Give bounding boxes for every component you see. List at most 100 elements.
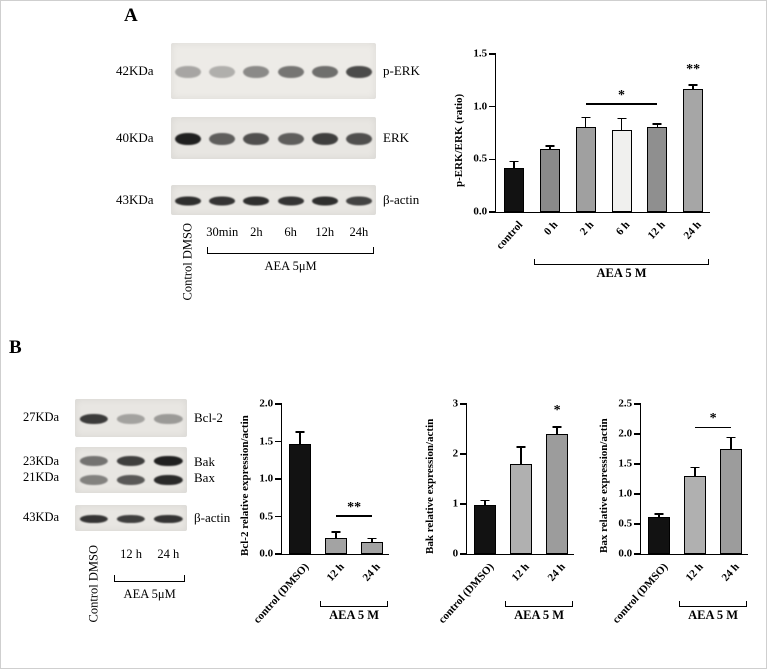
y-tick-label: 1.0 bbox=[618, 487, 633, 500]
x-tick-label: 2 h bbox=[578, 219, 597, 238]
chart-bax-expression: Bax relative expression/actin 0.0 0.5 1.0 1.… bbox=[598, 391, 749, 626]
chart-bcl2-expression: Bcl-2 relative expression/actin 0.0 0.5 1.0… bbox=[239, 391, 390, 626]
x-tick-label: 24 h bbox=[360, 561, 384, 584]
bar bbox=[474, 505, 497, 554]
y-tick-label: 1 bbox=[452, 497, 459, 510]
plot-area: 0.0 0.5 1.0 1.5 2.0 2.5 control (DMSO) 12 h 24 h… bbox=[610, 398, 749, 626]
blot-band bbox=[243, 196, 270, 206]
error-bar-cap bbox=[480, 499, 490, 501]
x-axis-label: AEA 5 M bbox=[329, 608, 380, 622]
significance-label: ** bbox=[686, 62, 701, 78]
x-tick-label: control (DMSO) bbox=[250, 561, 312, 626]
y-tick bbox=[460, 503, 468, 505]
western-blot-image bbox=[75, 505, 187, 531]
x-tick-label: 24 h bbox=[719, 561, 743, 584]
error-bar-cap bbox=[617, 117, 626, 120]
plot-wrap: 0.0 0.5 1.0 1.5 2.0 control (DMSO) 12 h 24 h ** A… bbox=[251, 398, 390, 626]
western-blot-image bbox=[171, 43, 376, 99]
y-tick-label: 1.5 bbox=[618, 457, 633, 470]
treatment-bracket bbox=[114, 575, 185, 582]
x-tick-label: control (DMSO) bbox=[435, 561, 497, 626]
y-axis-label: Bax relative expression/actin bbox=[598, 418, 610, 554]
lane-time-label: 12 h bbox=[120, 547, 142, 561]
blot-band bbox=[154, 475, 183, 486]
molecular-weight-label: 40KDa bbox=[116, 129, 154, 145]
blot-band bbox=[277, 196, 304, 206]
y-tick bbox=[489, 211, 497, 213]
x-tick-label: 24 h bbox=[545, 561, 569, 584]
blot-row: 42KDa p-ERK bbox=[116, 43, 451, 99]
bar bbox=[575, 126, 596, 212]
control-lane-label: Control DMSO bbox=[180, 223, 195, 301]
y-tick bbox=[460, 453, 468, 455]
blot-band bbox=[311, 132, 338, 145]
protein-label: ERK bbox=[383, 129, 409, 145]
blot-band bbox=[116, 455, 146, 466]
group-bracket bbox=[533, 259, 710, 265]
y-tick bbox=[634, 463, 642, 465]
x-tick-label: 12 h bbox=[646, 219, 669, 242]
control-lane-label: Control DMSO bbox=[86, 545, 101, 623]
blot-band bbox=[209, 132, 236, 145]
error-bar-cap bbox=[552, 426, 562, 428]
bar bbox=[720, 449, 743, 554]
group-bracket bbox=[319, 601, 389, 607]
panel-b-lane-labels: Control DMSO 12 h 24 h AEA 5μM bbox=[75, 531, 187, 651]
y-tick-label: 0.5 bbox=[618, 517, 633, 530]
error-bar-cap bbox=[367, 537, 377, 540]
error-bar bbox=[371, 538, 373, 543]
x-tick-label: control (DMSO) bbox=[609, 561, 671, 626]
error-bar-cap bbox=[331, 531, 341, 533]
western-blot-image bbox=[75, 399, 187, 437]
error-bar bbox=[335, 531, 337, 539]
error-bar-cap bbox=[654, 513, 664, 515]
blot-row: 23KDa 21KDa Bak Bax bbox=[23, 447, 241, 493]
significance-line bbox=[585, 103, 658, 105]
blot-band bbox=[116, 413, 146, 424]
y-tick-label: 1.5 bbox=[259, 435, 274, 447]
y-tick-label: 1.0 bbox=[473, 100, 488, 113]
panel-b: B 27KDa Bcl-2 23KDa 21KDa Bak Bax 43KDa β-… bbox=[9, 337, 241, 651]
x-axis-label: AEA 5 M bbox=[596, 266, 647, 280]
y-tick-label: 1.5 bbox=[473, 47, 488, 60]
blot-row: 27KDa Bcl-2 bbox=[23, 399, 241, 437]
y-tick-label: 3 bbox=[452, 397, 459, 410]
error-bar-cap bbox=[690, 466, 700, 468]
blot-band bbox=[79, 475, 108, 486]
y-tick bbox=[460, 403, 468, 405]
bar bbox=[361, 542, 384, 554]
error-bar bbox=[484, 500, 486, 506]
panel-a-lane-labels: Control DMSO 30min 2h 6h 12h 24h AEA 5μM bbox=[171, 215, 376, 335]
lane-time-label: 24h bbox=[349, 225, 369, 239]
y-tick-label: 0.0 bbox=[618, 547, 633, 560]
significance-label: ** bbox=[347, 499, 362, 515]
y-tick bbox=[275, 440, 283, 443]
lane-time-label: 12h bbox=[315, 225, 335, 239]
y-tick-label: 0.5 bbox=[259, 510, 274, 522]
blot-band bbox=[79, 514, 108, 523]
lane-time-label: 24 h bbox=[157, 547, 180, 561]
y-tick-label: 2.5 bbox=[618, 397, 633, 410]
protein-label: β-actin bbox=[194, 509, 231, 525]
bar bbox=[684, 476, 707, 554]
protein-label: p-ERK bbox=[383, 62, 420, 78]
plot-wrap: 0 1 2 3 control (DMSO) 12 h 24 h * AEA 5 M bbox=[436, 398, 575, 626]
error-bar bbox=[692, 84, 694, 90]
bar bbox=[683, 88, 704, 212]
y-tick bbox=[489, 158, 497, 161]
blot-band bbox=[311, 196, 338, 206]
blot-band bbox=[175, 132, 202, 145]
x-tick-label: 0 h bbox=[542, 219, 561, 238]
protein-label: Bak Bax bbox=[194, 453, 215, 485]
error-bar bbox=[656, 123, 659, 128]
panel-a: A 42KDa p-ERK 40KDa ERK 43KDa β-actin Co… bbox=[116, 5, 451, 335]
y-axis-label: Bak relative expression/actin bbox=[424, 418, 436, 554]
x-tick-label: 6 h bbox=[613, 219, 633, 238]
blot-band bbox=[345, 66, 372, 79]
y-tick-label: 2.0 bbox=[618, 427, 633, 440]
error-bar-cap bbox=[726, 436, 736, 438]
error-bar bbox=[658, 513, 660, 518]
error-bar-cap bbox=[688, 84, 698, 86]
